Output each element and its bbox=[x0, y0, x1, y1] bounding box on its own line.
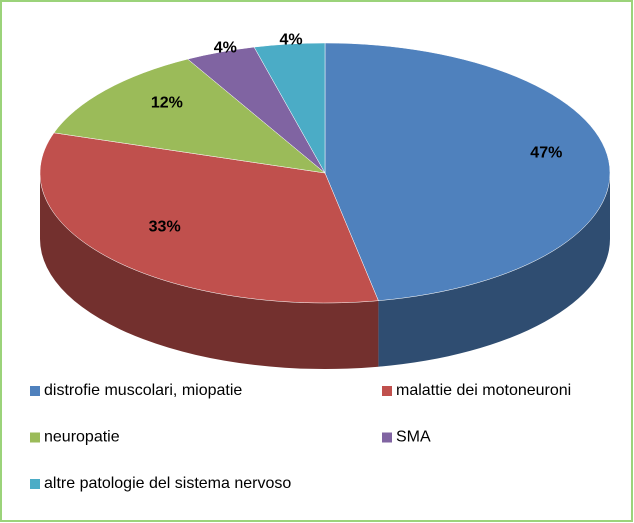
data-label: 4% bbox=[280, 32, 303, 49]
slice-side bbox=[378, 173, 610, 367]
legend-swatch bbox=[30, 432, 40, 443]
legend-label: malattie dei motoneuroni bbox=[396, 382, 571, 399]
legend-swatch bbox=[382, 432, 392, 443]
slice-side bbox=[40, 173, 379, 370]
legend-label: altre patologie del sistema nervoso bbox=[44, 475, 291, 492]
legend-label: SMA bbox=[396, 429, 431, 446]
legend-swatch bbox=[30, 479, 40, 489]
slice bbox=[253, 42, 326, 174]
legend-swatch bbox=[30, 386, 40, 396]
legend-label: distrofie muscolari, miopatie bbox=[44, 382, 242, 399]
data-label: 33% bbox=[149, 219, 181, 236]
data-label: 4% bbox=[214, 39, 237, 56]
legend-label: neuropatie bbox=[44, 429, 120, 446]
slice bbox=[39, 132, 379, 304]
slice bbox=[53, 58, 326, 174]
data-label: 47% bbox=[530, 145, 562, 162]
slice bbox=[324, 42, 611, 301]
legend-swatch bbox=[382, 386, 392, 396]
data-label: 12% bbox=[151, 95, 183, 112]
